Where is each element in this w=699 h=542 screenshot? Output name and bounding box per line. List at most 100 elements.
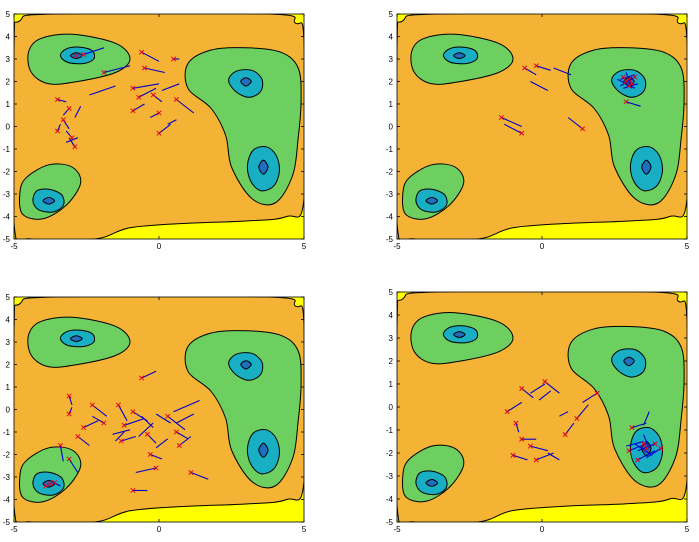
chart-panel-2: -5 -4 -3 -2 -1 0 1 2 3 4 5 -5 0 5 [386, 10, 690, 251]
point-marker-stroke [173, 429, 179, 435]
y-tick-label: 2 [389, 78, 394, 87]
contour-level-4-minimum-2 [240, 77, 252, 87]
path-segment [135, 467, 157, 474]
path-segment [57, 98, 67, 103]
x-tick-label: 5 [685, 242, 690, 251]
path-segment [68, 458, 79, 473]
point-marker [156, 110, 162, 116]
chart-panel-1: -5 -4 -3 -2 -1 0 1 2 3 4 5 -5 0 5 [3, 10, 307, 251]
point-marker-stroke [144, 431, 150, 437]
point-marker-stroke [66, 456, 72, 462]
point-marker [136, 94, 142, 100]
path-segment [141, 370, 157, 379]
point-marker [72, 144, 78, 150]
path-segment [512, 454, 528, 461]
path-segment [124, 417, 145, 426]
point-marker [115, 402, 121, 408]
y-tick-label: -4 [3, 496, 11, 505]
point-marker [75, 433, 81, 440]
chart-panel-3: -5 -4 -3 -2 -1 0 1 2 3 4 5 -5 0 5 [3, 293, 307, 534]
path-segment [92, 415, 105, 424]
point-marker-stroke [510, 452, 516, 458]
point-marker [188, 469, 194, 476]
point-marker-stroke [89, 402, 95, 408]
point-marker [101, 420, 107, 426]
point-marker-stroke [173, 96, 179, 103]
point-marker [498, 114, 504, 121]
point-marker-stroke [136, 94, 142, 100]
point-marker [81, 424, 87, 431]
y-tick-label: 1 [6, 100, 11, 109]
plot-area-3 [14, 297, 304, 522]
y-tick-label: 2 [6, 78, 11, 87]
point-marker-stroke [504, 409, 510, 415]
point-marker [73, 53, 79, 59]
point-marker [519, 436, 525, 442]
point-marker [635, 457, 641, 463]
y-tick-label: -3 [3, 473, 11, 482]
path-segment [637, 450, 656, 461]
point-marker-stroke [652, 441, 658, 447]
point-marker-stroke [629, 425, 635, 431]
path-segment [112, 429, 131, 435]
path-segment [83, 47, 105, 56]
path-segment [138, 87, 157, 98]
point-marker-stroke [69, 135, 75, 141]
path-segment [132, 83, 160, 89]
point-marker [626, 448, 632, 454]
point-marker [632, 74, 638, 80]
y-tick-label: -5 [3, 518, 11, 527]
x-tick-label: 0 [540, 525, 545, 534]
point-marker [130, 85, 136, 91]
point-marker [658, 445, 664, 451]
point-marker [519, 386, 525, 392]
y-tick-label: 3 [389, 55, 394, 64]
point-marker-stroke [54, 96, 61, 103]
y-tick-label: 5 [6, 293, 11, 302]
point-marker-stroke [47, 481, 53, 487]
y-tick-label: -5 [3, 235, 11, 244]
path-segment [620, 76, 636, 87]
point-marker [47, 481, 53, 487]
y-tick-label: -4 [3, 213, 11, 222]
y-tick-label: 2 [6, 361, 11, 370]
y-tick-label: -1 [3, 145, 11, 154]
contour-level-4-minimum-1 [69, 335, 83, 343]
path-segment [132, 103, 145, 112]
path-segment [559, 411, 569, 417]
path-segment [646, 447, 662, 459]
point-marker-stroke [623, 99, 629, 105]
contour-level-4-minimum-1 [453, 331, 466, 339]
point-marker [139, 375, 145, 381]
y-tick-label: 1 [389, 380, 394, 389]
point-marker [43, 483, 49, 489]
x-tick-label: 5 [302, 242, 307, 251]
contour-level-4-minimum-4 [425, 196, 439, 205]
y-tick-label: -3 [3, 190, 11, 199]
point-marker-stroke [527, 443, 533, 449]
point-marker-stroke [620, 74, 626, 80]
point-marker [52, 480, 58, 486]
point-marker-stroke [562, 432, 568, 438]
path-segment [530, 445, 548, 452]
point-marker-stroke [130, 487, 136, 494]
point-marker [643, 445, 649, 451]
point-marker [121, 422, 127, 428]
point-marker-stroke [101, 69, 107, 76]
point-marker-stroke [141, 65, 148, 71]
point-marker-stroke [72, 144, 78, 150]
path-segment [515, 422, 520, 433]
path-segment [167, 119, 177, 125]
path-segment [66, 137, 78, 143]
point-marker-stroke [542, 379, 548, 385]
point-marker [153, 465, 159, 471]
x-tick-label: -5 [10, 525, 18, 534]
contour-level-4-minimum-2 [623, 356, 635, 367]
path-segment [176, 413, 195, 424]
path-segment [173, 399, 200, 413]
point-marker [629, 425, 635, 431]
point-marker [626, 83, 632, 89]
path-segment [501, 116, 522, 128]
point-marker [81, 51, 87, 58]
